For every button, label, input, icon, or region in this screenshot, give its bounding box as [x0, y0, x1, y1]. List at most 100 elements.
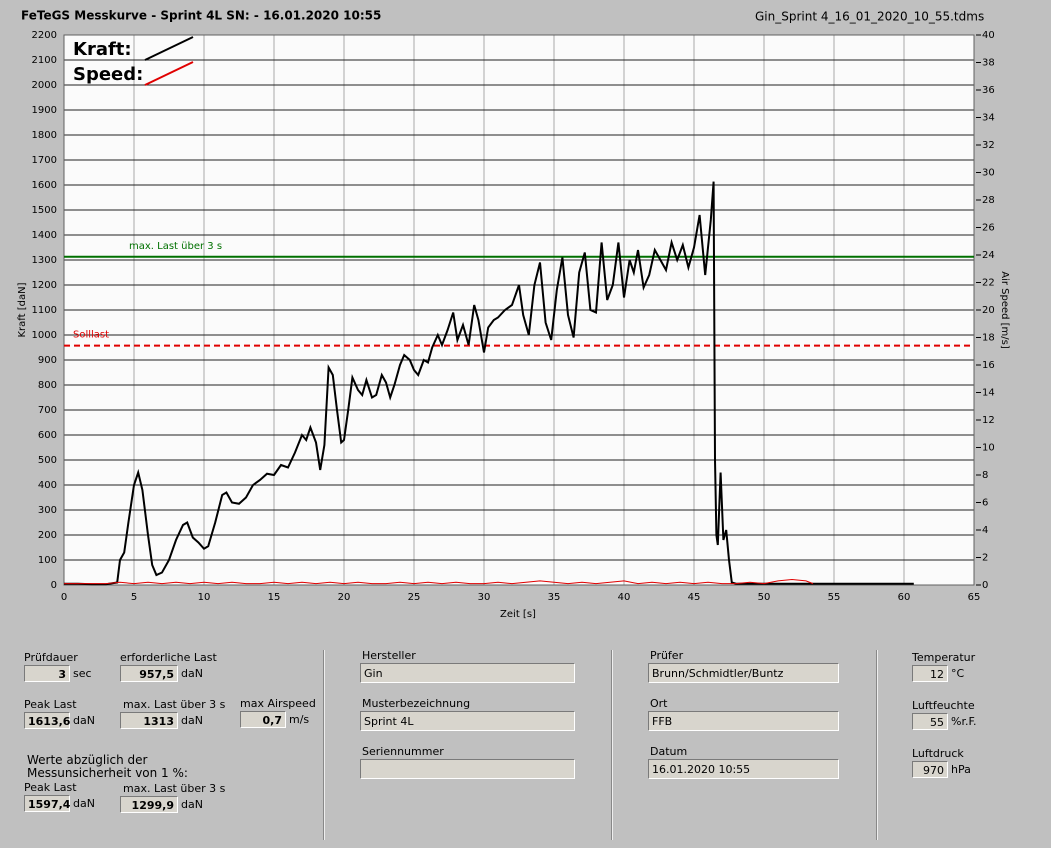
series-line [64, 181, 914, 586]
x-tick-label: 40 [618, 592, 631, 603]
field-label: Ort [650, 697, 668, 710]
y-tick-label: 1900 [32, 105, 57, 116]
field-unit: %r.F. [951, 715, 977, 728]
y2-tick-label: 12 [982, 415, 995, 426]
field-value: 957,5 [120, 665, 178, 682]
y-tick-label: 100 [38, 555, 57, 566]
x-tick-label: 5 [131, 592, 137, 603]
note: Messunsicherheit von 1 %: [27, 766, 188, 780]
y2-tick-label: 36 [982, 85, 995, 96]
field-unit: daN [181, 798, 203, 811]
y2-tick-label: 4 [982, 525, 988, 536]
y2-tick-label: 30 [982, 168, 995, 179]
field-value: 1313 [120, 712, 178, 729]
y-tick-label: 1300 [32, 255, 57, 266]
y-tick-label: 2200 [32, 30, 57, 41]
field-value: 1613,6 [24, 712, 70, 729]
separator [876, 650, 878, 840]
field-value: Sprint 4L [360, 711, 575, 731]
x-tick-label: 0 [61, 592, 67, 603]
legend-label: Kraft: [73, 39, 132, 60]
field-label: max. Last über 3 s [123, 698, 226, 711]
legend-swatch [144, 36, 194, 61]
field-label: Luftfeuchte [912, 699, 975, 712]
y-axis-label: Kraft [daN] [17, 282, 28, 337]
x-tick-label: 30 [478, 592, 491, 603]
x-tick-label: 10 [198, 592, 211, 603]
y2-tick-label: 2 [982, 553, 988, 564]
reference-label: Solllast [73, 330, 109, 341]
field-label: Temperatur [912, 651, 976, 664]
field-label: Peak Last [24, 698, 77, 711]
y2-tick-label: 8 [982, 470, 988, 481]
field-value: 1597,4 [24, 795, 70, 812]
reference-label: max. Last über 3 s [129, 241, 222, 252]
x-tick-label: 50 [758, 592, 771, 603]
y-tick-label: 700 [38, 405, 57, 416]
y-tick-label: 1600 [32, 180, 57, 191]
x-tick-label: 45 [688, 592, 701, 603]
y-tick-label: 1000 [32, 330, 57, 341]
y2-tick-label: 14 [982, 388, 995, 399]
field-label: Prüfdauer [24, 651, 78, 664]
y-tick-label: 2000 [32, 80, 57, 91]
x-axis-label: Zeit [s] [500, 609, 536, 620]
y2-tick-label: 22 [982, 278, 995, 289]
y-tick-label: 800 [38, 380, 57, 391]
field-value: 55 [912, 713, 948, 730]
y2-tick-label: 28 [982, 195, 995, 206]
field-label: erforderliche Last [120, 651, 217, 664]
field-unit: daN [181, 667, 203, 680]
y-tick-label: 200 [38, 530, 57, 541]
field-value: Gin [360, 663, 575, 683]
field-label: max. Last über 3 s [123, 782, 226, 795]
field-value: 3 [24, 665, 70, 682]
y2-tick-label: 6 [982, 498, 988, 509]
y2-tick-label: 24 [982, 250, 995, 261]
field-label: Hersteller [362, 649, 416, 662]
y-tick-label: 1100 [32, 305, 57, 316]
y-tick-label: 1800 [32, 130, 57, 141]
y-tick-label: 0 [51, 580, 57, 591]
y2-tick-label: 10 [982, 443, 995, 454]
y2-tick-label: 16 [982, 360, 995, 371]
y2-tick-label: 20 [982, 305, 995, 316]
x-tick-label: 15 [268, 592, 281, 603]
separator [323, 650, 325, 840]
field-value: Brunn/Schmidtler/Buntz [648, 663, 839, 683]
x-tick-label: 20 [338, 592, 351, 603]
y2-tick-label: 38 [982, 58, 995, 69]
y-tick-label: 500 [38, 455, 57, 466]
plot-frame [63, 34, 975, 586]
y2-tick-label: 32 [982, 140, 995, 151]
field-label: Prüfer [650, 649, 684, 662]
y-tick-label: 300 [38, 505, 57, 516]
field-value: 0,7 [240, 711, 286, 728]
y2-axis-label: Air Speed [m/s] [999, 271, 1010, 349]
field-unit: daN [181, 714, 203, 727]
x-tick-label: 60 [898, 592, 911, 603]
y-tick-label: 1400 [32, 230, 57, 241]
field-unit: daN [73, 714, 95, 727]
field-unit: °C [951, 667, 965, 680]
separator [611, 650, 613, 840]
field-unit: hPa [951, 763, 971, 776]
legend-swatch [144, 61, 194, 86]
y2-tick-label: 0 [982, 580, 988, 591]
y2-tick-label: 26 [982, 223, 995, 234]
y2-tick-label: 34 [982, 113, 995, 124]
field-value: 12 [912, 665, 948, 682]
field-label: Luftdruck [912, 747, 964, 760]
series-line [64, 578, 814, 585]
field-label: Musterbezeichnung [362, 697, 471, 710]
field-label: max Airspeed [240, 697, 316, 710]
y-tick-label: 600 [38, 430, 57, 441]
x-tick-label: 65 [968, 592, 981, 603]
field-value: 1299,9 [120, 796, 178, 813]
field-value: 16.01.2020 10:55 [648, 759, 839, 779]
field-label: Peak Last [24, 781, 77, 794]
y-tick-label: 400 [38, 480, 57, 491]
y-tick-label: 1200 [32, 280, 57, 291]
field-value [360, 759, 575, 779]
